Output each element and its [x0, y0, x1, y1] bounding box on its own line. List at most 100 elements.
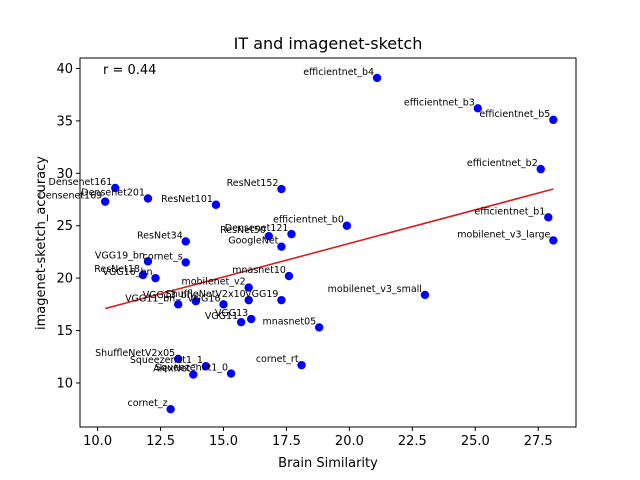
data-point: [181, 237, 190, 246]
data-point: [277, 242, 286, 251]
x-tick-label: 22.5: [398, 434, 427, 449]
point-label: ResNet152: [227, 178, 279, 189]
data-point: [201, 361, 211, 371]
data-point: [287, 229, 296, 239]
data-point: [342, 221, 352, 230]
point-label: ResNet34: [137, 230, 183, 241]
point-label: cornet_rt: [256, 354, 299, 365]
data-point: [226, 369, 236, 378]
y-tick-label: 10: [56, 376, 73, 391]
point-label: Densenet121: [225, 223, 289, 234]
point-label: Densenet201: [81, 187, 145, 198]
data-point: [100, 197, 110, 206]
data-point: [191, 297, 201, 306]
data-point: [244, 295, 253, 305]
point-label: mnasnet05: [262, 316, 316, 327]
point-label: cornet_z: [128, 398, 168, 409]
point-label: VGG19_bn: [95, 250, 145, 261]
data-point: [111, 183, 120, 193]
data-point: [236, 317, 246, 327]
point-label: VGG11: [205, 311, 238, 322]
data-point: [549, 236, 558, 245]
point-label: efficientnet_b1: [474, 206, 545, 217]
data-point: [189, 370, 198, 379]
data-point: [143, 257, 153, 266]
point-label: AlexNet: [153, 364, 190, 375]
x-tick-label: 27.5: [524, 434, 553, 449]
correlation-annotation: r = 0.44: [103, 63, 156, 78]
data-point: [473, 104, 483, 113]
data-points: [100, 73, 558, 414]
y-tick-label: 35: [56, 114, 73, 129]
point-label: efficientnet_b2: [467, 158, 538, 169]
chart-title: IT and imagenet-sketch: [234, 34, 423, 53]
point-label: Squeezenet1_1: [130, 355, 203, 366]
y-tick-label: 40: [56, 62, 73, 77]
point-label: mnasnet10: [232, 265, 286, 276]
point-label: efficientnet_b4: [303, 67, 374, 78]
data-point: [143, 194, 153, 203]
data-point: [244, 283, 253, 292]
data-point: [544, 213, 553, 222]
data-point: [277, 184, 286, 194]
point-label: mobilenet_v3_large: [457, 229, 550, 240]
data-point: [173, 354, 183, 364]
point-label: VGG13_bn: [143, 290, 193, 301]
point-label: Densenet169: [38, 191, 102, 202]
point-label: mobilenet_v2: [181, 277, 245, 288]
point-label: Squeezenet1_0: [155, 363, 228, 374]
point-label: ResNet18: [94, 264, 140, 275]
data-point: [151, 273, 160, 283]
point-label: ResNet50: [220, 225, 266, 236]
data-point: [297, 360, 306, 370]
x-tick-label: 10.0: [83, 434, 112, 449]
y-tick-label: 20: [56, 272, 73, 287]
data-point: [372, 73, 382, 83]
data-point: [173, 300, 183, 309]
plot-area: [79, 57, 577, 428]
data-point: [264, 232, 274, 241]
x-axis: 10.0 12.5 15.0 17.5 20.0 22.5 25.0 27.5: [83, 427, 553, 449]
x-tick-label: 20.0: [335, 434, 364, 449]
point-label: efficientnet_b0: [273, 215, 344, 226]
data-point: [420, 290, 430, 300]
point-label: VGG11_bn: [125, 293, 175, 304]
data-point: [536, 164, 545, 174]
point-label: efficientnet_b3: [404, 97, 475, 108]
x-tick-label: 25.0: [461, 434, 490, 449]
regression-line: [104, 188, 554, 310]
y-tick-label: 15: [56, 324, 73, 339]
point-label: efficientnet_b5: [479, 109, 550, 120]
data-point: [549, 115, 558, 125]
point-label: Densenet161: [49, 177, 113, 188]
x-tick-label: 12.5: [146, 434, 175, 449]
y-axis: 10 15 20 25 30 35 40: [56, 62, 80, 391]
regression-line-group: [104, 188, 554, 310]
data-point: [314, 323, 324, 332]
point-labels: efficientnet_b4 efficientnet_b3 efficientn…: [38, 67, 550, 409]
point-label: GoogleNet: [228, 236, 278, 247]
data-point: [277, 295, 286, 305]
point-label: ResNet101: [161, 194, 213, 205]
data-point: [211, 200, 221, 209]
data-point: [181, 258, 190, 267]
point-label: ShuffleNetV2x10: [166, 289, 246, 300]
point-label: mobilenet_v3_small: [328, 284, 422, 295]
data-point: [284, 271, 294, 281]
point-label: VGG19: [245, 289, 278, 300]
point-label: VGG16_bn: [102, 267, 152, 278]
data-point: [219, 300, 228, 309]
y-tick-label: 25: [56, 219, 73, 234]
point-label: cornet_s: [143, 251, 183, 262]
x-axis-title: Brain Similarity: [278, 456, 378, 471]
point-label: VGG16: [187, 293, 220, 304]
data-point: [247, 314, 256, 324]
x-tick-label: 15.0: [209, 434, 238, 449]
y-tick-label: 30: [56, 167, 73, 182]
y-axis-title: imagenet-sketch_accuracy: [34, 156, 49, 330]
point-label: ShuffleNetV2x05: [95, 348, 175, 359]
data-point: [138, 270, 148, 280]
x-tick-label: 17.5: [272, 434, 301, 449]
data-point: [166, 404, 175, 414]
